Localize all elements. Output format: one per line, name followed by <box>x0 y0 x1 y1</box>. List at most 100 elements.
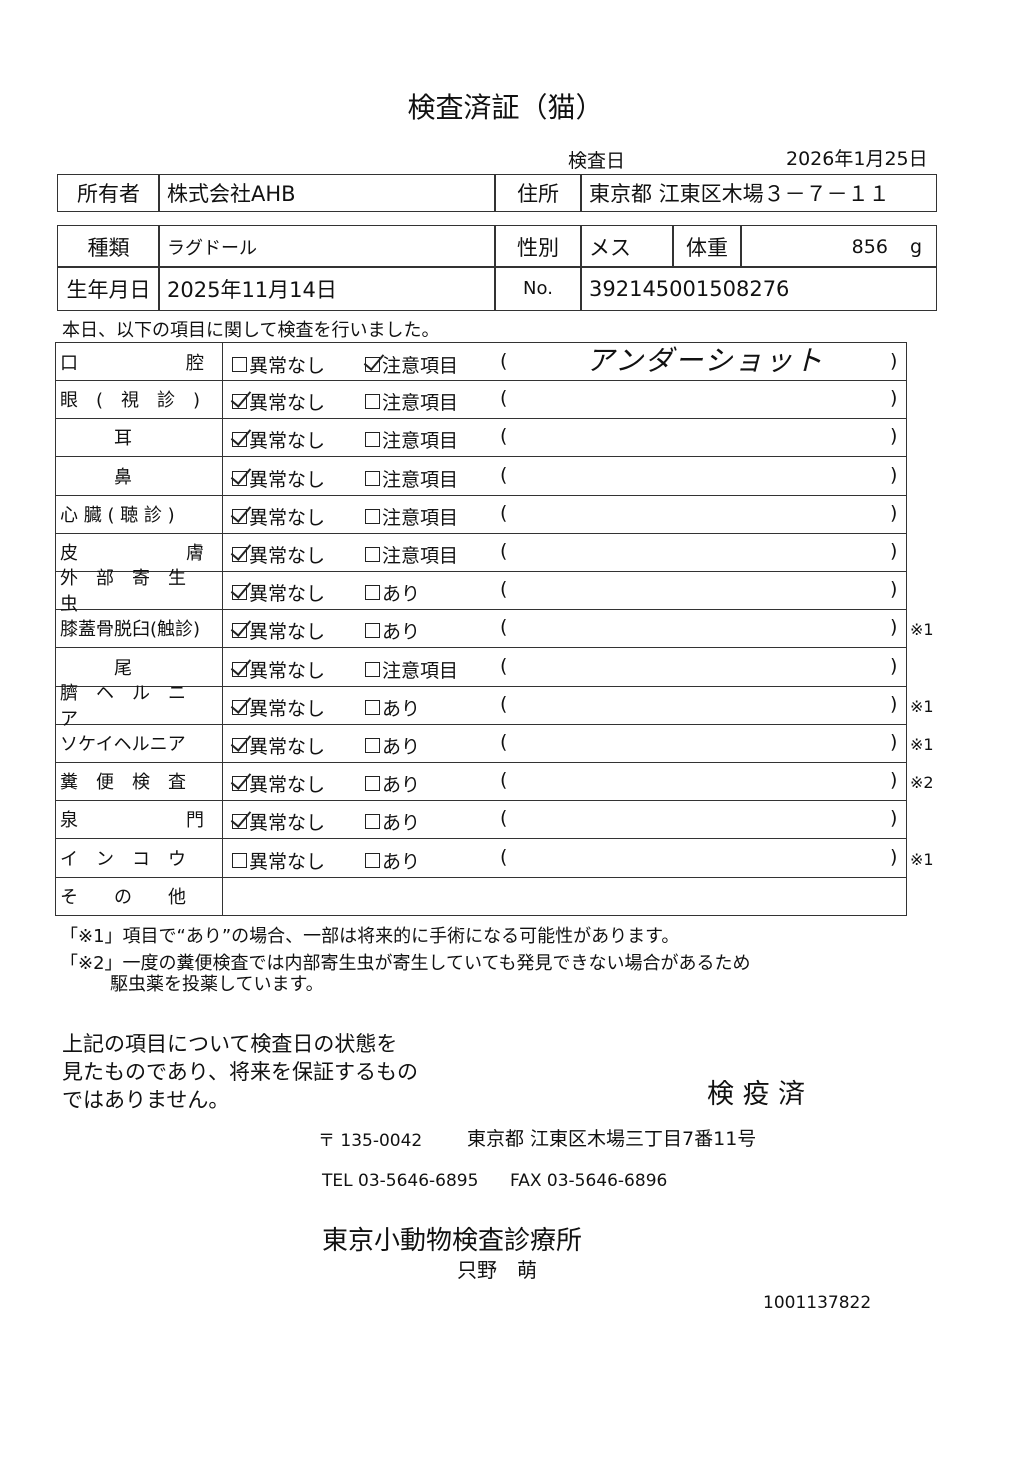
checkbox-normal[interactable] <box>232 508 247 524</box>
checklist-row: 泉 門 異常なし あり ( ) <box>55 800 907 840</box>
checkbox-attention[interactable] <box>365 699 380 715</box>
checkbox-normal[interactable] <box>232 357 247 372</box>
option-attention[interactable]: あり <box>365 617 420 644</box>
option-attention[interactable]: あり <box>365 808 420 835</box>
item-label: イ ン コ ウ <box>56 838 223 877</box>
clinic-address: 東京都 江東区木場三丁目7番11号 <box>467 1128 757 1150</box>
clinic-fax: FAX 03-5646-6896 <box>510 1171 668 1191</box>
item-label: 心 臓 ( 聴 診 ) <box>56 494 223 533</box>
disclaimer: 上記の項目について検査日の状態を 見たものであり、将来を保証するもの ではありま… <box>62 1030 418 1114</box>
checkbox-attention[interactable] <box>365 623 380 639</box>
option-attention[interactable]: あり <box>365 770 420 797</box>
option-normal[interactable]: 異常なし <box>232 847 325 874</box>
open-paren: ( <box>500 807 508 830</box>
option-attention[interactable]: あり <box>365 732 420 759</box>
open-paren: ( <box>500 845 508 868</box>
checkbox-attention[interactable] <box>365 776 380 792</box>
option-normal[interactable]: 異常なし <box>232 541 325 568</box>
checkbox-normal[interactable] <box>232 776 247 792</box>
checkbox-attention[interactable] <box>365 661 380 677</box>
checkbox-attention[interactable] <box>365 394 380 410</box>
option-normal[interactable]: 異常なし <box>232 351 325 378</box>
checkbox-normal[interactable] <box>232 394 247 410</box>
option-normal[interactable]: 異常なし <box>232 465 325 492</box>
option-attention-label: あり <box>382 812 421 835</box>
footnote-mark: ※1 <box>910 735 934 754</box>
checkbox-normal[interactable] <box>232 738 247 753</box>
open-paren: ( <box>500 692 508 715</box>
checkbox-normal[interactable] <box>232 623 247 639</box>
checkbox-attention[interactable] <box>365 470 380 486</box>
open-paren: ( <box>500 769 508 792</box>
option-attention-label: 注意項目 <box>382 392 459 415</box>
option-normal[interactable]: 異常なし <box>232 579 325 606</box>
disclaimer-line: ではありません。 <box>62 1088 230 1112</box>
footnote-mark: ※1 <box>910 849 934 869</box>
option-normal[interactable]: 異常なし <box>232 426 325 453</box>
open-paren: ( <box>500 501 508 524</box>
option-normal[interactable]: 異常なし <box>232 770 325 797</box>
checkbox-attention[interactable] <box>365 738 380 753</box>
checkbox-attention[interactable] <box>365 508 380 524</box>
checklist-row: 皮 膚 異常なし 注意項目 ( ) <box>55 533 907 572</box>
checkbox-normal[interactable] <box>232 547 247 562</box>
checklist-row: 心 臓 ( 聴 診 ) 異常なし 注意項目 ( ) <box>55 494 907 534</box>
checkbox-attention[interactable] <box>365 814 380 830</box>
checklist-row: 外 部 寄 生 虫 異常なし あり ( ) <box>55 568 907 615</box>
option-normal-label: 異常なし <box>249 621 326 644</box>
option-normal-label: 異常なし <box>249 812 326 835</box>
option-normal[interactable]: 異常なし <box>232 656 325 683</box>
option-attention[interactable]: 注意項目 <box>365 656 458 683</box>
option-normal[interactable]: 異常なし <box>232 617 325 644</box>
clinic-name: 東京小動物検査診療所 <box>322 1226 583 1256</box>
option-attention[interactable]: 注意項目 <box>365 351 458 378</box>
checkbox-normal[interactable] <box>232 852 247 868</box>
option-attention[interactable]: 注意項目 <box>365 503 458 530</box>
address-label: 住所 <box>494 174 582 212</box>
checkbox-normal[interactable] <box>232 432 247 448</box>
option-normal-label: 異常なし <box>249 697 326 720</box>
checklist-row: 鼻 異常なし 注意項目 ( ) <box>55 456 907 496</box>
option-normal[interactable]: 異常なし <box>232 732 325 759</box>
close-paren: ) <box>890 350 898 372</box>
checkbox-normal[interactable] <box>232 661 247 677</box>
checkbox-normal[interactable] <box>232 699 247 715</box>
option-attention[interactable]: 注意項目 <box>365 541 458 568</box>
option-attention[interactable]: 注意項目 <box>365 426 458 453</box>
disclaimer-line: 見たものであり、将来を保証するもの <box>62 1060 418 1084</box>
weight-label: 体重 <box>672 225 742 268</box>
checkbox-normal[interactable] <box>232 585 247 601</box>
option-attention[interactable]: あり <box>365 847 420 874</box>
checkbox-attention[interactable] <box>365 357 380 372</box>
birth-label: 生年月日 <box>57 266 160 311</box>
item-label-other: そ の 他 <box>56 876 223 915</box>
option-attention-label: あり <box>382 774 421 797</box>
checkbox-normal[interactable] <box>232 470 247 486</box>
option-attention-label: 注意項目 <box>382 355 459 377</box>
footnote-mark: ※2 <box>910 773 934 793</box>
option-attention[interactable]: 注意項目 <box>365 465 458 492</box>
option-normal[interactable]: 異常なし <box>232 388 325 415</box>
sex-label: 性別 <box>494 225 582 268</box>
clinic-tel: TEL 03-5646-6895 <box>322 1171 479 1191</box>
option-normal-label: 異常なし <box>249 736 326 758</box>
option-normal-label: 異常なし <box>249 430 326 453</box>
disclaimer-line: 上記の項目について検査日の状態を <box>62 1032 398 1056</box>
checkbox-attention[interactable] <box>365 585 380 601</box>
checkbox-normal[interactable] <box>232 814 247 830</box>
weight-unit: g <box>909 235 922 258</box>
option-attention[interactable]: 注意項目 <box>365 388 458 415</box>
checkbox-attention[interactable] <box>365 547 380 562</box>
checkbox-attention[interactable] <box>365 432 380 448</box>
checklist-row: ソケイヘルニア 異常なし あり ( ) <box>55 724 907 763</box>
open-paren: ( <box>500 731 508 753</box>
close-paren: ) <box>890 578 898 601</box>
no-value: 392145001508276 <box>580 266 937 311</box>
option-normal[interactable]: 異常なし <box>232 503 325 530</box>
option-normal[interactable]: 異常なし <box>232 694 325 721</box>
checkbox-attention[interactable] <box>365 852 380 868</box>
option-attention[interactable]: あり <box>365 694 420 721</box>
option-normal[interactable]: 異常なし <box>232 808 325 835</box>
option-attention[interactable]: あり <box>365 579 420 606</box>
close-paren: ) <box>890 769 898 792</box>
